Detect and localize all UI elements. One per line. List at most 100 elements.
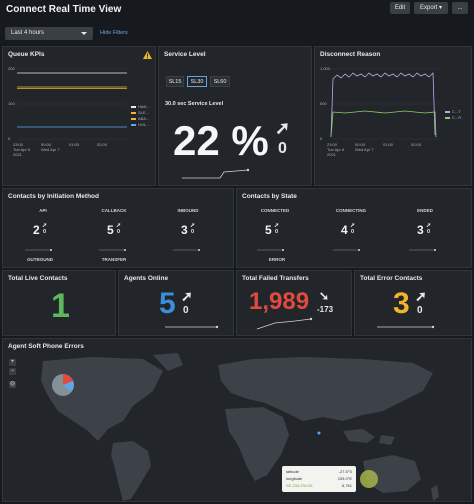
page-title: Connect Real Time View — [6, 4, 122, 15]
agents-online-title: Agents Online — [124, 275, 169, 282]
world-map[interactable] — [3, 351, 472, 502]
initiation-delta: 0 — [43, 229, 47, 235]
x-tick: 00:00 — [41, 142, 52, 147]
initiation-label: OUTBOUND — [27, 257, 53, 262]
x-tick: 23:00 — [327, 142, 338, 147]
agents-online-value: 5 — [159, 287, 176, 320]
state-value: 4 — [341, 223, 348, 237]
legend-item[interactable]: C...T — [445, 109, 461, 114]
state-label: ERROR — [268, 257, 286, 262]
error-contacts-value: 3 — [393, 287, 410, 320]
y-tick: 0 — [8, 136, 11, 141]
live-contacts-panel: Total Live Contacts 1 — [2, 270, 116, 336]
initiation-label: TRANSFER — [101, 257, 127, 262]
legend-item[interactable]: C...R — [445, 115, 461, 120]
warning-icon[interactable] — [143, 51, 152, 59]
time-range-value: Last 4 hours — [11, 30, 45, 36]
legend-item[interactable]: SLE... — [131, 110, 149, 115]
x-tick: 01:00 — [69, 142, 80, 147]
disconnect-reason-panel: Disconnect Reason 1,000 500 0 23:00 Tue … — [314, 46, 472, 186]
queue-kpis-panel: Queue KPIs 200 100 0 23:00 Tue Apr 6 202… — [2, 46, 156, 186]
series-line — [330, 110, 437, 138]
legend-item[interactable]: HAN... — [131, 104, 150, 109]
queue-kpis-chart — [17, 68, 127, 140]
state-delta: 0 — [351, 229, 355, 235]
state-value: 3 — [417, 223, 424, 237]
error-marker-southeast-asia — [317, 431, 321, 435]
state-value: 5 — [265, 223, 272, 237]
tooltip-row: latitude -27.5°S — [286, 469, 352, 474]
trend-arrow-icon: ➚ — [415, 288, 427, 304]
state-label: CONNECTING — [335, 208, 367, 213]
y-tick: 500 — [320, 101, 327, 106]
x-tick-year: 2021 — [327, 152, 336, 157]
tooltip-row: longitude 153.0°E — [286, 476, 352, 481]
service-level-panel: Service Level — [158, 46, 312, 186]
initiation-method-title: Contacts by Initiation Method — [8, 193, 99, 200]
time-range-select[interactable]: Last 4 hours — [5, 27, 93, 40]
initiation-value: 2 — [33, 223, 40, 237]
y-tick: 0 — [320, 136, 323, 141]
export-button[interactable]: Export ▾ — [414, 2, 448, 14]
initiation-value: 3 — [181, 223, 188, 237]
state-sparklines — [257, 249, 436, 251]
x-tick-date: Wed Apr 7 — [41, 147, 60, 152]
trend-arrow-icon: ➚ — [116, 223, 122, 229]
error-marker-australia — [360, 470, 378, 488]
legend-item[interactable]: ABA... — [131, 116, 149, 121]
hide-filters-link[interactable]: Hide Filters — [100, 30, 128, 36]
initiation-method-panel: Contacts by Initiation Method API CALLBA… — [2, 188, 234, 268]
more-button[interactable]: ... — [452, 2, 468, 14]
tooltip-label: latitude — [286, 469, 299, 474]
header: Connect Real Time View Edit Export ▾ ... — [0, 0, 474, 22]
initiation-delta: 0 — [117, 229, 121, 235]
x-tick: 02:00 — [411, 142, 422, 147]
initiation-label: API — [39, 208, 47, 213]
x-tick-date: Tue Apr 6 — [13, 147, 31, 152]
error-contacts-title: Total Error Contacts — [360, 275, 423, 282]
x-tick-year: 2021 — [13, 152, 22, 157]
state-label: CONNECTED — [260, 208, 290, 213]
initiation-delta: 0 — [191, 229, 195, 235]
trend-arrow-icon: ➚ — [181, 288, 193, 304]
tooltip-row: SE.234.234.05 6,761 — [286, 483, 352, 488]
legend-item[interactable]: HOL... — [131, 122, 150, 127]
tab-sl60[interactable]: SL60 — [210, 76, 230, 87]
service-level-sparkline — [182, 168, 250, 179]
failed-transfers-title: Total Failed Transfers — [242, 275, 309, 282]
x-tick: 01:00 — [383, 142, 394, 147]
edit-button[interactable]: Edit — [390, 2, 410, 14]
zoom-in-button[interactable]: + — [9, 359, 16, 366]
zoom-out-button[interactable]: − — [9, 368, 16, 375]
tooltip-value: 153.0°E — [337, 476, 352, 481]
state-label: ENDED — [417, 208, 433, 213]
service-level-subtitle: 30.0 sec Service Level — [165, 101, 224, 107]
contacts-by-state-panel: Contacts by State CONNECTED CONNECTING E… — [236, 188, 472, 268]
tab-sl15[interactable]: SL15 — [166, 76, 184, 87]
series-line — [330, 72, 436, 138]
disconnect-reason-chart — [330, 68, 441, 140]
tooltip-label: longitude — [286, 476, 303, 481]
live-contacts-title: Total Live Contacts — [8, 275, 68, 282]
failed-transfers-sparkline — [256, 317, 313, 330]
failed-transfers-panel: Total Failed Transfers 1,989 ➘ -173 — [236, 270, 352, 336]
trend-arrow-icon: ➚ — [274, 223, 280, 229]
tooltip-value: -27.5°S — [338, 469, 352, 474]
y-tick: 100 — [8, 101, 15, 106]
service-level-delta: 0 — [278, 140, 287, 157]
trend-arrow-icon: ➚ — [42, 223, 48, 229]
tooltip-label: SE.234.234.05 — [286, 483, 313, 488]
error-contacts-delta: 0 — [417, 305, 423, 316]
queue-kpis-title: Queue KPIs — [8, 51, 45, 58]
soft-phone-errors-panel: Agent Soft Phone Errors + − ◎ — [2, 338, 472, 502]
agents-online-sparkline — [165, 325, 219, 329]
error-contacts-panel: Total Error Contacts 3 ➚ 0 — [354, 270, 472, 336]
x-tick-date: Wed Apr 7 — [355, 147, 374, 152]
error-contacts-sparkline — [377, 325, 435, 329]
trend-arrow-icon: ➚ — [275, 118, 291, 138]
locate-icon[interactable]: ◎ — [9, 381, 16, 388]
trend-arrow-down-icon: ➘ — [319, 289, 330, 303]
contacts-by-state-title: Contacts by State — [242, 193, 297, 200]
x-tick: 23:00 — [13, 142, 24, 147]
tab-sl30[interactable]: SL30 — [187, 76, 207, 87]
